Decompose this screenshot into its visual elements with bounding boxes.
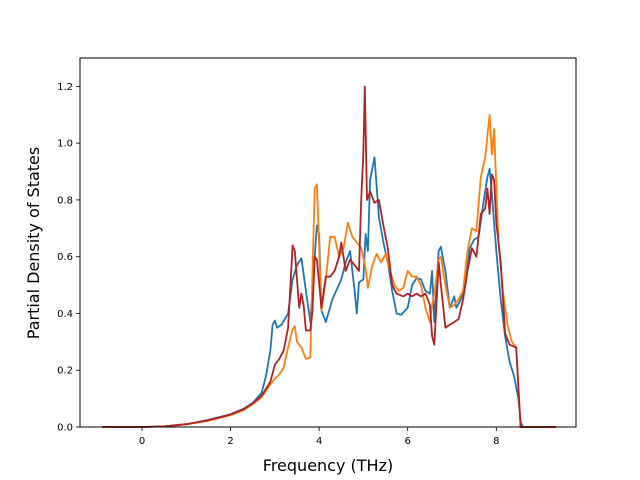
x-tick-label: 4 xyxy=(316,436,322,447)
series-line-2 xyxy=(102,113,557,428)
x-tick-label: 2 xyxy=(227,436,233,447)
y-tick-label: 0.8 xyxy=(57,195,73,206)
y-tick-label: 1.0 xyxy=(57,139,73,150)
series-line-3 xyxy=(102,85,557,428)
series-layer xyxy=(102,85,557,428)
y-tick-label: 0.4 xyxy=(57,309,73,320)
x-axis-label: Frequency (THz) xyxy=(263,456,393,475)
x-tick-label: 8 xyxy=(493,436,499,447)
y-tick-label: 0.6 xyxy=(57,252,73,263)
y-axis-label: Partial Density of States xyxy=(24,147,43,339)
plot-frame xyxy=(79,57,577,428)
x-tick-label: 0 xyxy=(139,436,145,447)
x-tick-label: 6 xyxy=(405,436,411,447)
y-tick-label: 1.2 xyxy=(57,82,73,93)
y-tick-label: 0.0 xyxy=(57,423,73,434)
ticks-layer: 0 2 4 6 8 0.0 0.2 0.4 0.6 0.8 1.0 1.2 xyxy=(57,82,499,447)
y-tick-label: 0.2 xyxy=(57,366,73,377)
